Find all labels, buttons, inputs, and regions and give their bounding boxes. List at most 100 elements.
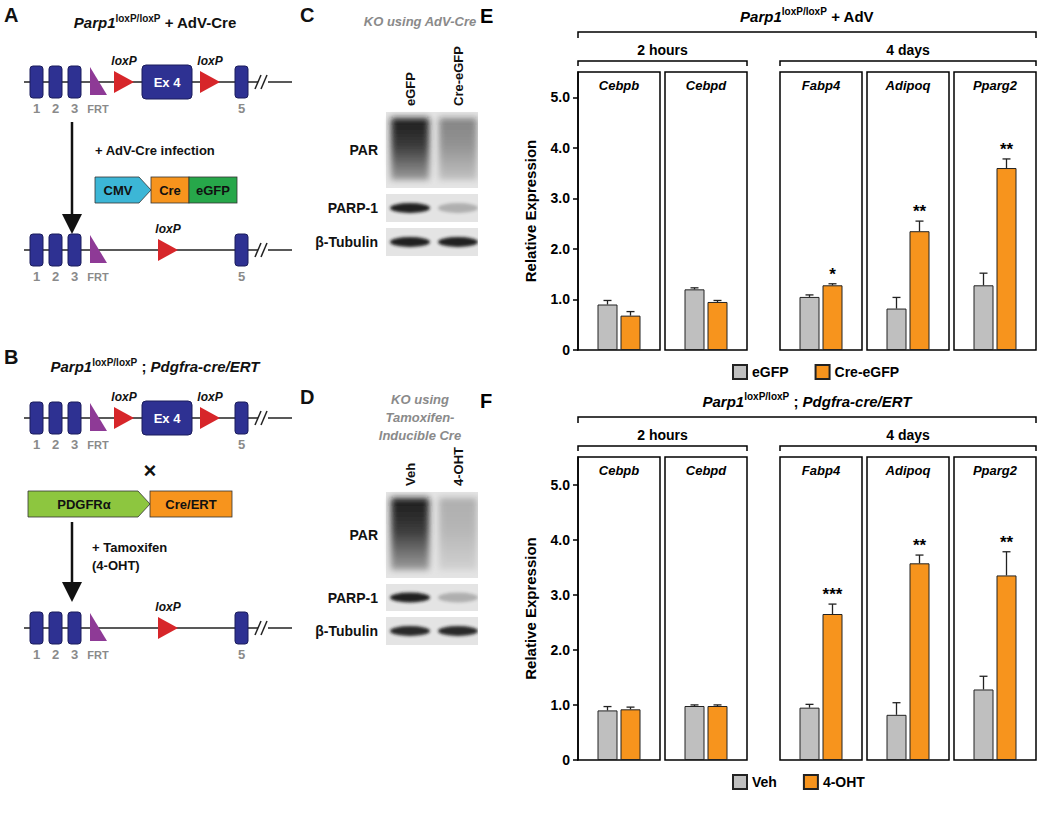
- svg-text:1: 1: [33, 269, 40, 284]
- svg-text:Cebpd: Cebpd: [686, 78, 728, 93]
- svg-text:**: **: [1000, 140, 1014, 159]
- svg-text:1: 1: [33, 101, 40, 116]
- svg-text:eGFP: eGFP: [752, 364, 789, 380]
- svg-text:FRT: FRT: [87, 439, 109, 451]
- svg-text:Cre-eGFP: Cre-eGFP: [451, 46, 466, 106]
- svg-text:Parp1loxP/loxP + AdV-Cre: Parp1loxP/loxP + AdV-Cre: [74, 13, 236, 31]
- svg-text:*: *: [829, 265, 836, 284]
- svg-text:3: 3: [71, 101, 78, 116]
- svg-text:Veh: Veh: [403, 463, 418, 486]
- svg-text:β-Tubulin: β-Tubulin: [315, 623, 378, 639]
- svg-text:Pparg2: Pparg2: [973, 78, 1018, 93]
- svg-text:B: B: [4, 346, 18, 368]
- svg-text:Cebpb: Cebpb: [599, 78, 640, 93]
- svg-text:E: E: [480, 5, 493, 27]
- svg-text:2 hours: 2 hours: [637, 427, 688, 443]
- svg-text:Relative Expression: Relative Expression: [522, 140, 539, 283]
- svg-text:+ AdV-Cre infection: + AdV-Cre infection: [95, 143, 215, 158]
- svg-text:PDGFRα: PDGFRα: [57, 497, 111, 512]
- svg-text:4-OHT: 4-OHT: [823, 774, 865, 790]
- svg-text:KO using AdV-Cre: KO using AdV-Cre: [364, 14, 476, 29]
- svg-text:5: 5: [238, 647, 245, 662]
- svg-text:FRT: FRT: [87, 649, 109, 661]
- svg-text:4 days: 4 days: [886, 42, 930, 58]
- svg-text:Parp1: Parp1: [740, 8, 782, 25]
- svg-text:PAR: PAR: [349, 527, 378, 543]
- svg-text:Fabp4: Fabp4: [802, 78, 841, 93]
- svg-text:**: **: [1000, 533, 1014, 552]
- svg-text:Tamoxifen-: Tamoxifen-: [386, 410, 455, 425]
- svg-text:loxP: loxP: [155, 600, 181, 614]
- svg-text:Adipoq: Adipoq: [885, 463, 931, 478]
- svg-text:2 hours: 2 hours: [637, 42, 688, 58]
- svg-text:Cre: Cre: [159, 183, 181, 198]
- svg-text:1.0: 1.0: [551, 291, 571, 307]
- svg-text:Pdgfra-cre/ERT: Pdgfra-cre/ERT: [803, 393, 914, 410]
- svg-text:A: A: [4, 4, 18, 26]
- svg-text:PARP-1: PARP-1: [328, 200, 379, 216]
- svg-text:Inducible Cre: Inducible Cre: [379, 428, 461, 443]
- svg-text:;: ;: [789, 393, 802, 410]
- svg-text:3: 3: [71, 437, 78, 452]
- svg-text:2: 2: [52, 101, 59, 116]
- svg-text:Ex 4: Ex 4: [154, 75, 182, 90]
- svg-text:3.0: 3.0: [551, 587, 571, 603]
- svg-text:Cebpd: Cebpd: [686, 463, 728, 478]
- svg-text:3: 3: [71, 647, 78, 662]
- svg-text:loxP: loxP: [197, 54, 223, 68]
- svg-text:Relative Expression: Relative Expression: [522, 537, 539, 680]
- svg-text:5: 5: [238, 101, 245, 116]
- svg-text:loxP: loxP: [111, 390, 137, 404]
- svg-text:loxP/loxP: loxP/loxP: [782, 6, 827, 17]
- svg-text:loxP: loxP: [155, 222, 181, 236]
- svg-text:loxP: loxP: [197, 390, 223, 404]
- svg-text:β-Tubulin: β-Tubulin: [315, 234, 378, 250]
- svg-text:F: F: [480, 390, 492, 412]
- svg-text:PARP-1: PARP-1: [328, 590, 379, 606]
- svg-text:Cebpb: Cebpb: [599, 463, 640, 478]
- svg-text:Cre/ERT: Cre/ERT: [165, 497, 216, 512]
- svg-text:C: C: [300, 4, 314, 26]
- svg-text:5: 5: [238, 437, 245, 452]
- svg-text:Ex 4: Ex 4: [154, 411, 182, 426]
- svg-text:Pparg2: Pparg2: [973, 463, 1018, 478]
- svg-text:5.0: 5.0: [551, 477, 571, 493]
- svg-text:2: 2: [52, 437, 59, 452]
- svg-text:***: ***: [823, 585, 843, 604]
- svg-text:FRT: FRT: [87, 103, 109, 115]
- svg-text:**: **: [913, 202, 927, 221]
- svg-text:+ Tamoxifen: + Tamoxifen: [92, 540, 167, 555]
- svg-text:×: ×: [144, 458, 157, 483]
- svg-text:2.0: 2.0: [551, 241, 571, 257]
- svg-text:+ AdV: + AdV: [827, 8, 874, 25]
- svg-text:loxP/loxP: loxP/loxP: [744, 391, 789, 402]
- svg-text:Veh: Veh: [752, 774, 777, 790]
- svg-text:4.0: 4.0: [551, 140, 571, 156]
- svg-text:Parp1loxP/loxP ; Pdgfra-cre/ER: Parp1loxP/loxP ; Pdgfra-cre/ERT: [51, 357, 262, 375]
- svg-text:CMV: CMV: [104, 183, 133, 198]
- svg-text:0: 0: [562, 752, 570, 768]
- svg-text:eGFP: eGFP: [196, 183, 230, 198]
- svg-text:KO using: KO using: [391, 392, 449, 407]
- svg-text:0: 0: [562, 342, 570, 358]
- svg-text:(4-OHT): (4-OHT): [92, 558, 140, 573]
- svg-text:1: 1: [33, 647, 40, 662]
- svg-text:2: 2: [52, 269, 59, 284]
- svg-text:5: 5: [238, 269, 245, 284]
- svg-text:Cre-eGFP: Cre-eGFP: [835, 364, 900, 380]
- svg-text:D: D: [300, 386, 314, 408]
- svg-text:Adipoq: Adipoq: [885, 78, 931, 93]
- svg-text:4-OHT: 4-OHT: [451, 447, 466, 486]
- svg-text:PAR: PAR: [349, 142, 378, 158]
- svg-text:3: 3: [71, 269, 78, 284]
- svg-text:3.0: 3.0: [551, 190, 571, 206]
- svg-text:4 days: 4 days: [886, 427, 930, 443]
- svg-text:5.0: 5.0: [551, 89, 571, 105]
- svg-text:1: 1: [33, 437, 40, 452]
- svg-text:4.0: 4.0: [551, 532, 571, 548]
- svg-text:eGFP: eGFP: [403, 72, 418, 106]
- svg-text:loxP: loxP: [111, 54, 137, 68]
- svg-text:Fabp4: Fabp4: [802, 463, 841, 478]
- svg-text:FRT: FRT: [87, 271, 109, 283]
- svg-text:2.0: 2.0: [551, 642, 571, 658]
